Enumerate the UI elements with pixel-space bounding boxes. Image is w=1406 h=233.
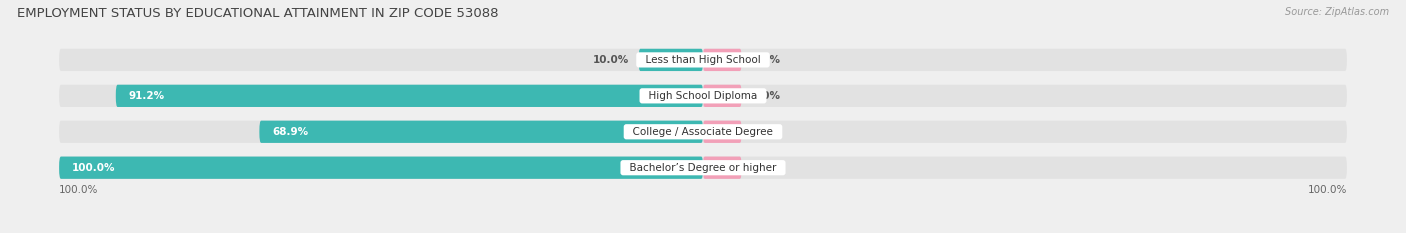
Text: High School Diploma: High School Diploma: [643, 91, 763, 101]
FancyBboxPatch shape: [59, 121, 1347, 143]
Text: 100.0%: 100.0%: [59, 185, 98, 195]
FancyBboxPatch shape: [703, 49, 741, 71]
FancyBboxPatch shape: [59, 157, 1347, 179]
Text: 0.0%: 0.0%: [751, 163, 780, 173]
FancyBboxPatch shape: [59, 49, 1347, 71]
Text: 68.9%: 68.9%: [273, 127, 308, 137]
FancyBboxPatch shape: [703, 157, 741, 179]
FancyBboxPatch shape: [115, 85, 703, 107]
Text: 100.0%: 100.0%: [72, 163, 115, 173]
Text: 10.0%: 10.0%: [593, 55, 628, 65]
Text: 0.0%: 0.0%: [751, 91, 780, 101]
FancyBboxPatch shape: [703, 85, 741, 107]
Text: 91.2%: 91.2%: [129, 91, 165, 101]
Text: 0.0%: 0.0%: [751, 55, 780, 65]
FancyBboxPatch shape: [59, 85, 1347, 107]
Text: 0.0%: 0.0%: [751, 127, 780, 137]
FancyBboxPatch shape: [638, 49, 703, 71]
FancyBboxPatch shape: [59, 157, 703, 179]
Text: 100.0%: 100.0%: [1308, 185, 1347, 195]
FancyBboxPatch shape: [259, 121, 703, 143]
Text: College / Associate Degree: College / Associate Degree: [626, 127, 780, 137]
Text: Bachelor’s Degree or higher: Bachelor’s Degree or higher: [623, 163, 783, 173]
Text: Source: ZipAtlas.com: Source: ZipAtlas.com: [1285, 7, 1389, 17]
FancyBboxPatch shape: [703, 121, 741, 143]
Text: Less than High School: Less than High School: [638, 55, 768, 65]
Text: EMPLOYMENT STATUS BY EDUCATIONAL ATTAINMENT IN ZIP CODE 53088: EMPLOYMENT STATUS BY EDUCATIONAL ATTAINM…: [17, 7, 498, 20]
